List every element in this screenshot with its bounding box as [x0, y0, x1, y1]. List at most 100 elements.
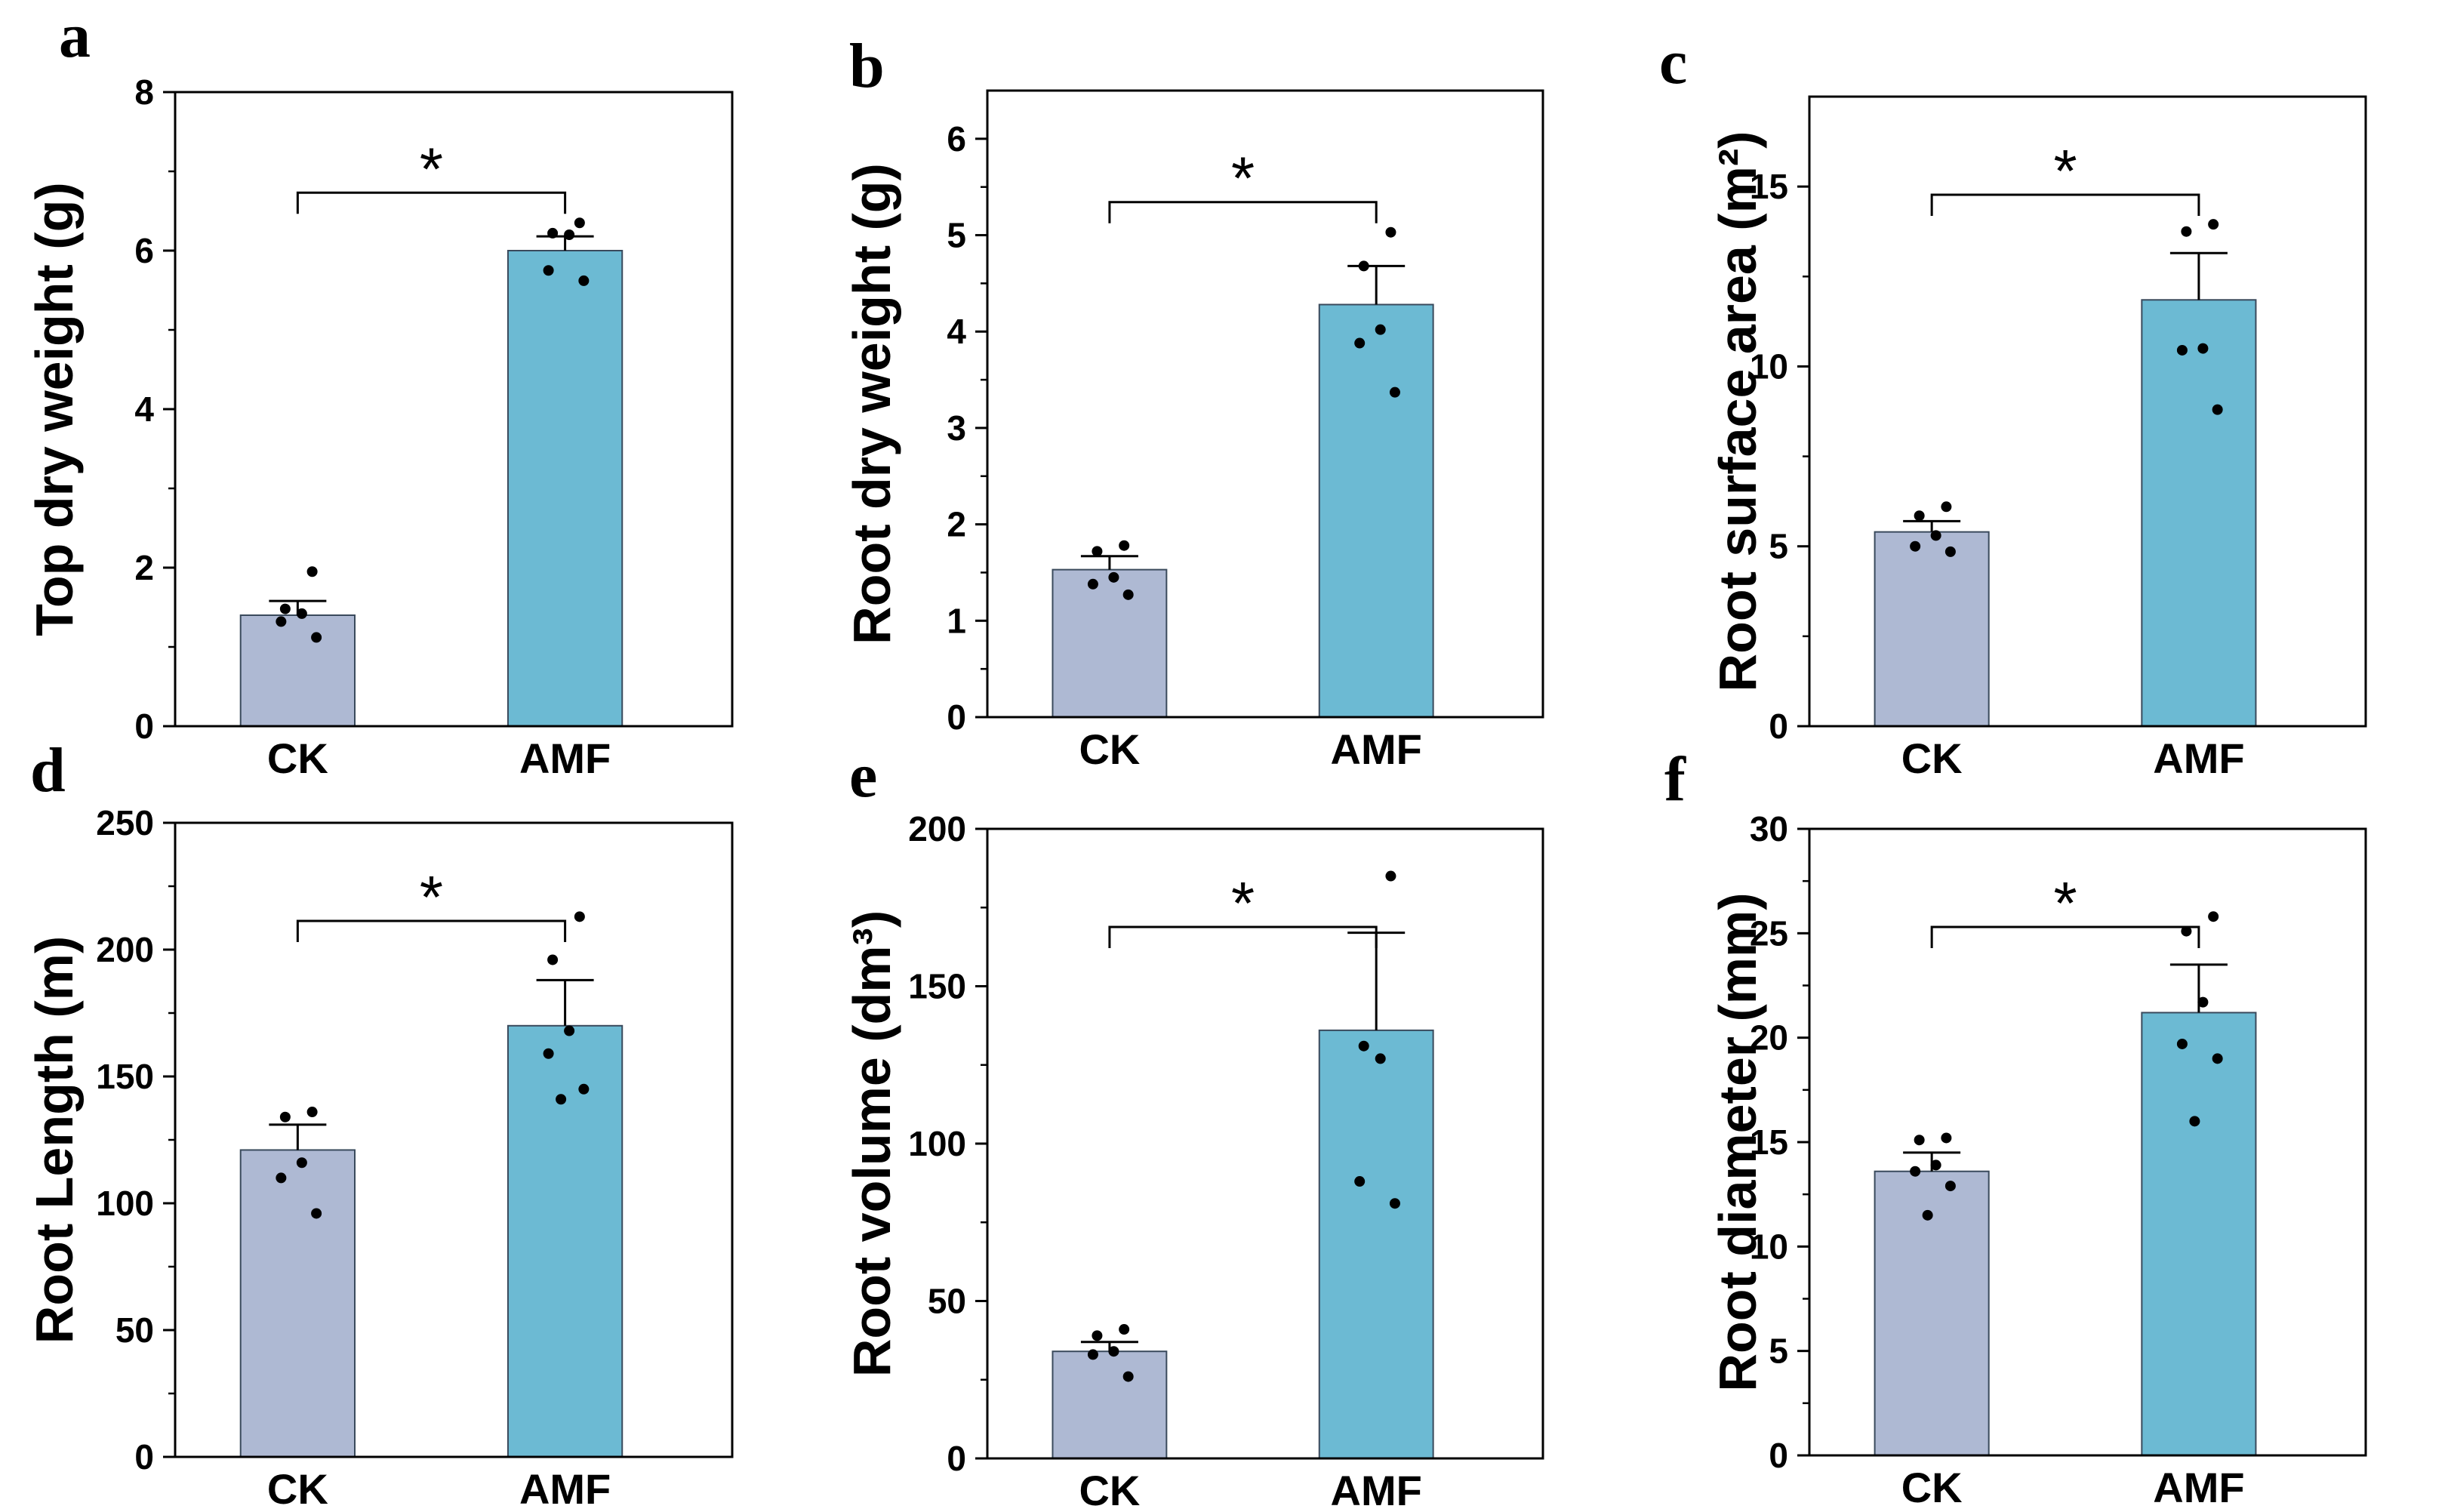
data-point: [2212, 404, 2223, 415]
bar-amf: [507, 1024, 624, 1458]
data-point: [1914, 1135, 1925, 1146]
category-label: CK: [1901, 1464, 1963, 1511]
data-point: [1108, 571, 1119, 583]
y-tick-label: 50: [115, 1310, 154, 1350]
y-tick-label: 5: [947, 216, 966, 255]
y-axis-label: Root diameter (mm): [1708, 892, 1767, 1391]
data-point: [1930, 1159, 1941, 1171]
data-point: [1910, 540, 1921, 552]
y-tick-label: 15: [1750, 167, 1788, 206]
data-point: [2189, 1116, 2200, 1127]
data-point: [311, 1208, 322, 1219]
bar-ck: [239, 1149, 356, 1458]
y-tick-label: 250: [96, 803, 154, 842]
data-point: [1375, 1053, 1386, 1064]
category-label: AMF: [1331, 725, 1422, 773]
y-axis-label: Root volume (dm³): [842, 910, 901, 1377]
data-point: [276, 616, 287, 627]
data-point: [1941, 1132, 1952, 1144]
y-tick-label: 200: [96, 930, 154, 969]
bar-ck: [239, 614, 356, 727]
panel-f: f Root diameter (mm) 0 5 10 15 20 25 30 CK AMF *: [1664, 744, 2367, 1511]
data-point: [2181, 226, 2192, 237]
significance-bracket: [296, 919, 567, 942]
panel-a: a Top dry weight (g) 0 2 4 6 8 CK AMF *: [25, 1, 734, 782]
y-tick-label: 8: [134, 72, 154, 112]
y-tick-label: 0: [1769, 1436, 1788, 1475]
y-tick-label: 0: [1769, 707, 1788, 746]
data-point: [296, 1157, 307, 1169]
data-point: [279, 603, 291, 614]
bar-ck: [1874, 531, 1990, 727]
y-tick-label: 30: [1750, 809, 1788, 848]
panel-e: e Root volume (dm³) 0 50 100 150 200 CK AMF *: [842, 741, 1544, 1512]
data-point: [306, 1107, 318, 1118]
data-point: [276, 1172, 287, 1184]
bar-amf: [507, 250, 624, 727]
category-label: CK: [267, 734, 328, 782]
data-point: [1122, 589, 1134, 600]
y-tick-label: 1: [947, 601, 966, 640]
data-point: [1385, 226, 1396, 238]
data-point: [1914, 510, 1925, 522]
data-point: [1354, 337, 1366, 349]
y-tick-label: 150: [908, 967, 966, 1006]
y-tick-label: 150: [96, 1057, 154, 1096]
data-point: [1358, 1040, 1369, 1052]
data-point: [1385, 870, 1396, 882]
y-axis-label: Root dry weight (g): [842, 163, 901, 645]
y-tick-label: 15: [1750, 1122, 1788, 1162]
data-point: [311, 632, 322, 643]
data-point: [574, 911, 585, 922]
bar-amf: [2141, 1012, 2257, 1456]
category-label: CK: [1901, 734, 1963, 782]
plot-frame: [1808, 827, 2367, 1457]
data-point: [2181, 925, 2192, 937]
data-point: [1122, 1371, 1134, 1382]
bar-amf: [1318, 303, 1434, 718]
data-point: [564, 1025, 575, 1036]
data-point: [1108, 1346, 1119, 1357]
bar-amf: [2141, 299, 2257, 727]
data-point: [547, 954, 559, 965]
significance-star: *: [420, 135, 443, 202]
y-tick-label: 0: [134, 707, 154, 746]
data-point: [306, 566, 318, 577]
data-point: [1354, 1176, 1366, 1187]
data-point: [1389, 1198, 1400, 1209]
data-point: [1375, 324, 1386, 335]
significance-bracket: [1108, 925, 1378, 948]
y-tick-label: 50: [928, 1282, 966, 1321]
panel-letter: b: [849, 31, 885, 101]
significance-bracket: [1930, 925, 2200, 948]
category-label: AMF: [1331, 1467, 1422, 1512]
y-tick-label: 6: [134, 231, 154, 270]
significance-star: *: [420, 864, 443, 931]
data-point: [1930, 530, 1941, 541]
panel-letter: a: [59, 1, 91, 71]
panel-d: d Root Length (m) 0 50 100 150 200 250 CK AMF *: [25, 735, 734, 1512]
data-point: [1944, 546, 1956, 557]
data-point: [279, 1111, 291, 1122]
y-tick-label: 100: [96, 1184, 154, 1223]
y-tick-label: 20: [1750, 1018, 1788, 1058]
data-point: [1119, 1324, 1130, 1335]
data-point: [578, 275, 590, 286]
category-label: CK: [1079, 725, 1140, 773]
data-point: [578, 1083, 590, 1095]
plot-frame: [174, 821, 734, 1458]
panel-b: b Root dry weight (g) 0 1 2 3 4 5 6 CK AMF *: [842, 31, 1544, 773]
data-point: [2197, 343, 2209, 354]
significance-bracket: [1930, 193, 2200, 216]
significance-star: *: [1231, 870, 1255, 937]
y-tick-label: 0: [134, 1437, 154, 1477]
data-point: [547, 227, 559, 239]
panel-letter: f: [1664, 744, 1686, 815]
y-axis-label: Root surface area (m²): [1708, 131, 1767, 692]
data-point: [1910, 1166, 1921, 1177]
bar-amf: [1318, 1029, 1434, 1459]
panel-letter: d: [30, 735, 66, 805]
data-point: [1087, 1349, 1098, 1360]
data-point: [2208, 911, 2219, 922]
